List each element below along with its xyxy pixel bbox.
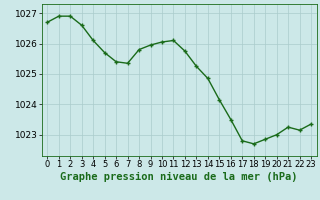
- X-axis label: Graphe pression niveau de la mer (hPa): Graphe pression niveau de la mer (hPa): [60, 172, 298, 182]
